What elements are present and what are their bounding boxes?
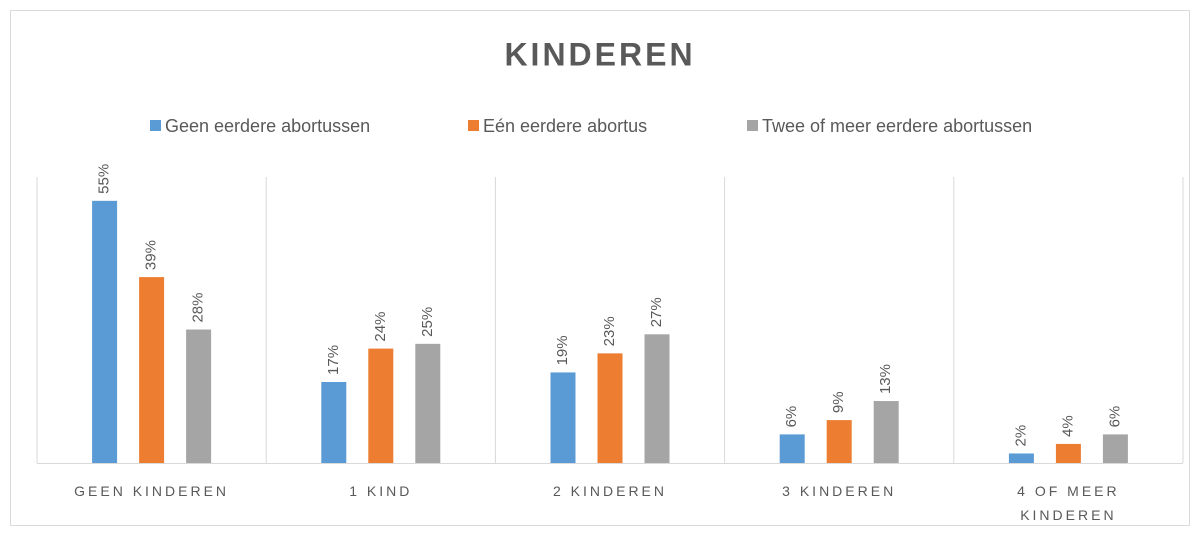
legend-label: Geen eerdere abortussen xyxy=(165,116,370,136)
bar xyxy=(92,200,118,464)
data-label: 27% xyxy=(648,297,665,327)
data-label: 6% xyxy=(783,406,800,428)
data-label: 19% xyxy=(554,335,571,365)
bar xyxy=(415,343,441,463)
legend-label: Twee of meer eerdere abortussen xyxy=(762,116,1032,136)
data-label: 24% xyxy=(372,312,389,342)
data-label: 55% xyxy=(96,164,113,194)
bar xyxy=(321,381,347,463)
data-label: 39% xyxy=(143,240,160,270)
data-label: 25% xyxy=(419,307,436,337)
bar xyxy=(779,434,805,463)
x-tick-label: 4 OF MEER KINDEREN xyxy=(1017,483,1120,523)
bar xyxy=(826,420,852,463)
bar xyxy=(1102,434,1128,463)
legend-swatch xyxy=(468,120,479,131)
legend-label: Eén eerdere abortus xyxy=(483,116,647,136)
bar xyxy=(186,329,212,463)
bar xyxy=(368,348,394,463)
data-label: 6% xyxy=(1106,406,1123,428)
x-tick-label: 1 KIND xyxy=(349,483,413,499)
bar xyxy=(873,401,899,463)
bar xyxy=(1008,453,1034,463)
bar xyxy=(139,277,165,463)
data-label: 23% xyxy=(601,316,618,346)
data-label: 17% xyxy=(325,345,342,375)
bar xyxy=(550,372,576,463)
data-label: 9% xyxy=(830,391,847,413)
bar xyxy=(597,353,623,463)
data-label: 13% xyxy=(877,364,894,394)
bar xyxy=(644,334,670,463)
legend-swatch xyxy=(150,120,161,131)
chart-title: KINDEREN xyxy=(504,36,695,72)
data-label: 4% xyxy=(1059,415,1076,437)
bar xyxy=(1055,443,1081,463)
x-tick-label: GEEN KINDEREN xyxy=(74,483,230,499)
data-label: 2% xyxy=(1012,425,1029,447)
legend-swatch xyxy=(747,120,758,131)
x-tick-label: 3 KINDEREN xyxy=(782,483,897,499)
data-label: 28% xyxy=(190,293,207,323)
x-tick-label: 2 KINDEREN xyxy=(552,483,668,499)
